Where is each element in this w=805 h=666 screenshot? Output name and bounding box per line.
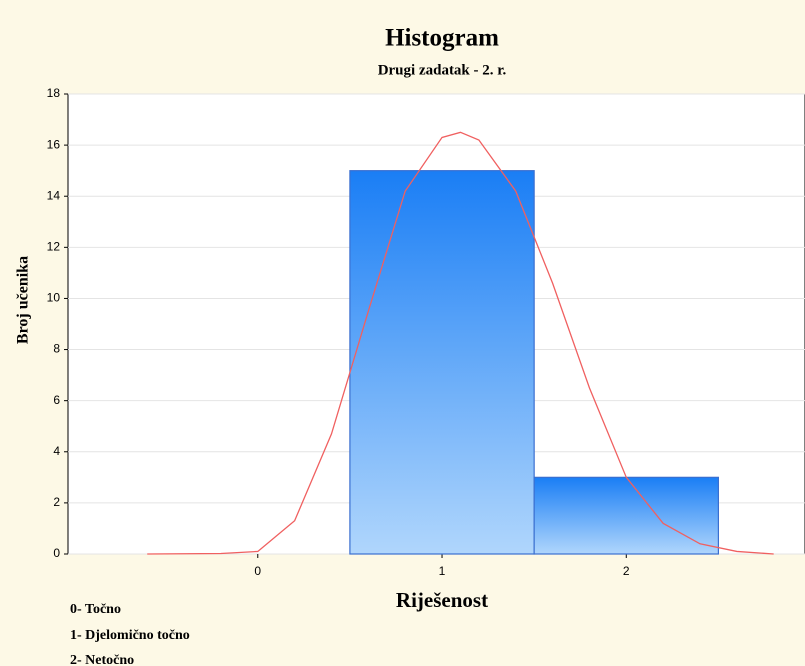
y-tick-label: 4: [53, 444, 60, 458]
chart-title: Histogram: [385, 25, 499, 52]
chart-subtitle: Drugi zadatak - 2. r.: [378, 62, 507, 78]
y-tick-label: 16: [47, 137, 61, 151]
fit-curve: [147, 131, 774, 555]
x-tick-label: 2: [623, 564, 630, 578]
bar: [349, 170, 535, 555]
x-axis-label: Riješenost: [396, 588, 488, 612]
bar: [533, 476, 720, 555]
y-tick-label: 2: [53, 495, 60, 509]
note: 2- Netočno: [70, 653, 134, 666]
note: 1- Djelomično točno: [70, 628, 190, 643]
y-tick-label: 14: [47, 188, 61, 202]
y-axis-label: Broj učenika: [15, 256, 32, 344]
y-tick-label: 6: [53, 393, 60, 407]
y-tick-label: 10: [47, 291, 61, 305]
x-tick-label: 1: [439, 564, 446, 578]
note: 0- Točno: [70, 602, 121, 617]
x-tick-label: 0: [254, 564, 261, 578]
y-tick-label: 12: [47, 240, 61, 254]
y-tick-label: 8: [53, 342, 60, 356]
y-tick-label: 0: [53, 546, 60, 560]
y-tick-label: 18: [47, 86, 61, 100]
